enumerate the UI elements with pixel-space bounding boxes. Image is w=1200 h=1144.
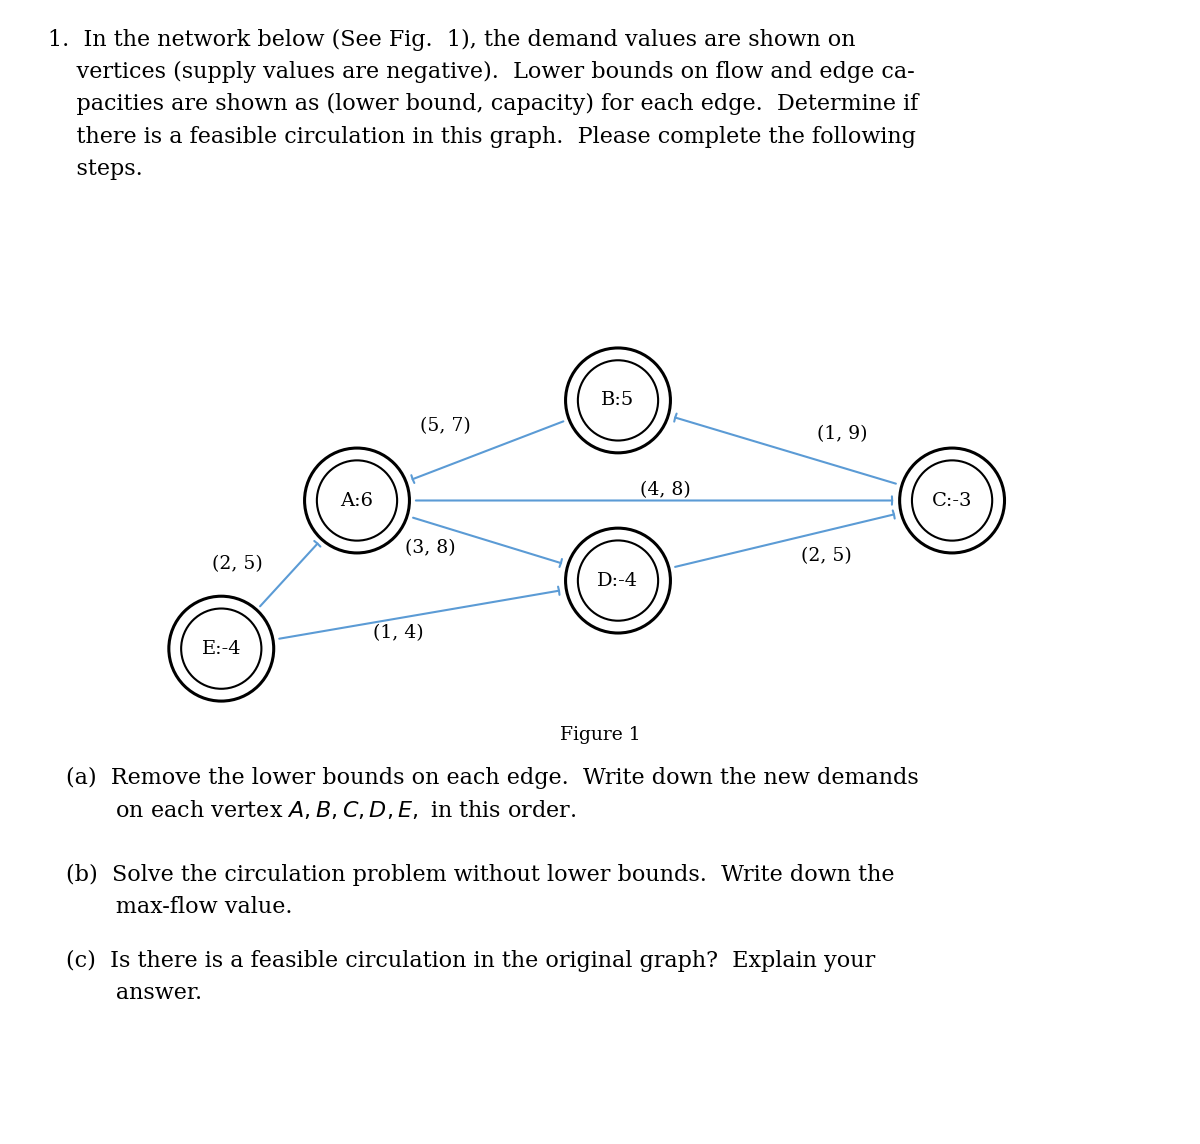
Text: (b)  Solve the circulation problem without lower bounds.  Write down the
       : (b) Solve the circulation problem withou… bbox=[66, 864, 894, 917]
Text: E:-4: E:-4 bbox=[202, 639, 241, 658]
Text: (2, 5): (2, 5) bbox=[211, 556, 263, 573]
Text: (4, 8): (4, 8) bbox=[640, 482, 690, 500]
Text: Figure 1: Figure 1 bbox=[559, 726, 641, 745]
Text: (c)  Is there is a feasible circulation in the original graph?  Explain your
   : (c) Is there is a feasible circulation i… bbox=[66, 950, 875, 1003]
Ellipse shape bbox=[565, 348, 671, 453]
Text: C:-3: C:-3 bbox=[932, 492, 972, 509]
Text: (1, 9): (1, 9) bbox=[817, 426, 868, 444]
Text: 1.  In the network below (See Fig.  1), the demand values are shown on
    verti: 1. In the network below (See Fig. 1), th… bbox=[48, 29, 918, 180]
Text: B:5: B:5 bbox=[601, 391, 635, 410]
Text: D:-4: D:-4 bbox=[598, 572, 638, 589]
Ellipse shape bbox=[169, 596, 274, 701]
Ellipse shape bbox=[565, 529, 671, 633]
Text: (1, 4): (1, 4) bbox=[373, 623, 424, 642]
Text: A:6: A:6 bbox=[341, 492, 373, 509]
Ellipse shape bbox=[305, 448, 409, 553]
Text: (3, 8): (3, 8) bbox=[404, 540, 455, 557]
Text: (5, 7): (5, 7) bbox=[420, 418, 472, 436]
Text: (2, 5): (2, 5) bbox=[802, 548, 852, 565]
Ellipse shape bbox=[900, 448, 1004, 553]
Text: (a)  Remove the lower bounds on each edge.  Write down the new demands
       on: (a) Remove the lower bounds on each edge… bbox=[66, 766, 919, 823]
